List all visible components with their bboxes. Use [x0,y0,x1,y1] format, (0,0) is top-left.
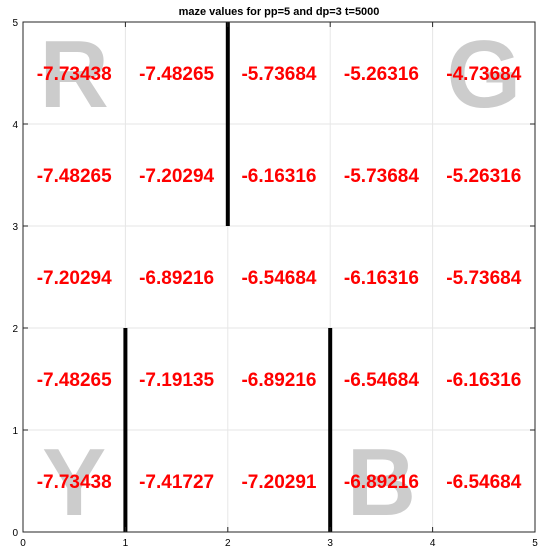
cell-value: -7.48265 [37,370,112,391]
y-tick-label: 1 [12,426,18,437]
corner-letters: R G Y B [40,21,522,536]
cell-value: -6.89216 [241,370,316,391]
x-tick-label: 5 [532,538,538,549]
corner-letter-g: G [446,21,521,128]
cell-value: -7.20294 [37,268,112,289]
y-tick-label: 0 [12,528,18,539]
chart-title: maze values for pp=5 and dp=3 t=5000 [179,6,380,18]
y-tick-label: 3 [12,222,18,233]
cell-value: -6.54684 [446,472,521,493]
x-tick-label: 4 [430,538,436,549]
cell-value: -4.73684 [446,64,521,85]
y-tick-label: 5 [12,18,18,29]
cell-value: -6.89216 [139,268,214,289]
x-tick-label: 2 [225,538,231,549]
y-tick-label: 2 [12,324,18,335]
x-tick-label: 3 [327,538,333,549]
cell-value: -7.73438 [37,64,112,85]
cell-value: -5.73684 [241,64,316,85]
plot-area [23,22,535,532]
cell-value: -7.41727 [139,472,214,493]
cell-value: -7.48265 [37,166,112,187]
corner-letter-b: B [347,429,416,536]
cell-values: -7.73438 -7.48265 -5.73684 -5.26316 -4.73684… [37,64,522,493]
cell-value: -7.19135 [139,370,214,391]
cell-value: -6.89216 [344,472,419,493]
cell-value: -5.26316 [446,166,521,187]
cell-value: -7.20294 [139,166,214,187]
cell-value: -5.26316 [344,64,419,85]
cell-value: -7.73438 [37,472,112,493]
cell-value: -5.73684 [446,268,521,289]
cell-value: -6.54684 [344,370,419,391]
cell-value: -6.16316 [344,268,419,289]
plot-frame [22,21,536,533]
cell-value: -7.20291 [241,472,316,493]
cell-value: -6.54684 [241,268,316,289]
corner-letter-y: Y [42,429,106,536]
cell-value: -7.48265 [139,64,214,85]
cell-value: -6.16316 [241,166,316,187]
cell-value: -6.16316 [446,370,521,391]
corner-letter-r: R [40,21,109,128]
cell-value: -5.73684 [344,166,419,187]
x-tick-label: 0 [20,538,26,549]
y-tick-label: 4 [12,120,18,131]
axis-ticks: 0 1 2 3 4 5 0 1 2 3 4 5 [12,18,538,549]
x-tick-label: 1 [123,538,129,549]
maze-walls [123,22,333,532]
